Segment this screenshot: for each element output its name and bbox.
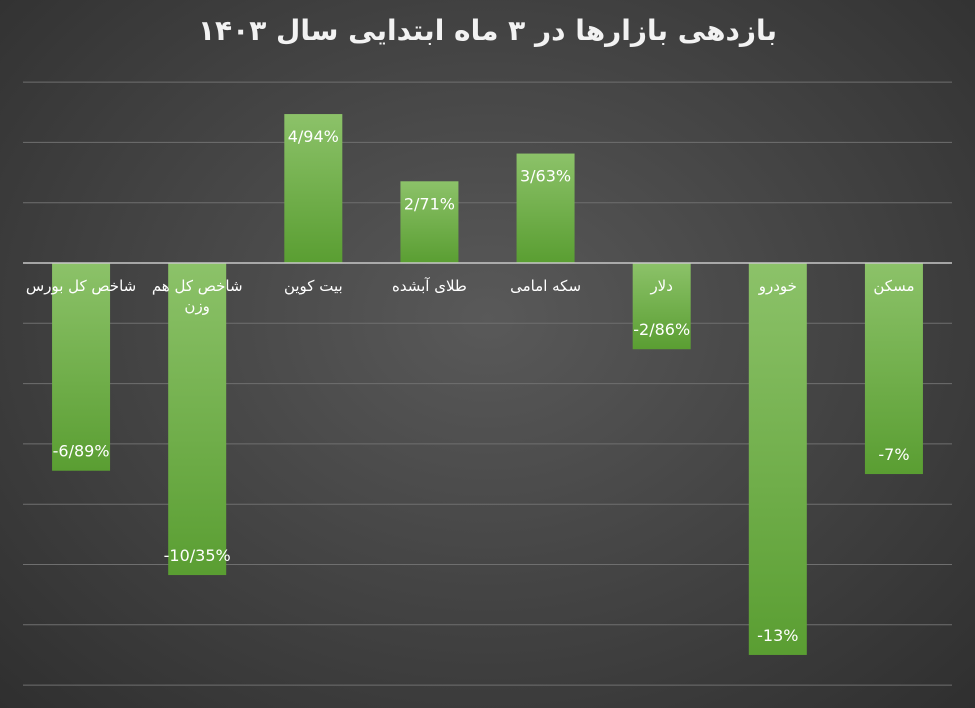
data-label: 2/71%: [404, 194, 455, 213]
category-label: طلای آبشده: [392, 277, 467, 295]
bar: [400, 181, 459, 263]
category-label: بیت کوین: [284, 277, 343, 295]
category-label: دلار: [649, 277, 672, 295]
bar: [52, 263, 111, 471]
category-label: مسکن: [873, 277, 914, 295]
data-label: -7%: [878, 445, 909, 464]
data-label: 3/63%: [520, 167, 571, 186]
bar: [748, 263, 807, 655]
data-label: -10/35%: [164, 546, 231, 565]
bar: [516, 153, 575, 263]
data-label: -13%: [757, 626, 798, 645]
bar: [632, 263, 691, 350]
category-label: خودرو: [758, 277, 797, 295]
category-label: شاخص کل بورس: [26, 277, 136, 295]
bar: [864, 263, 923, 475]
chart-title: بازدهی بازارها در ۳ ماه ابتدایی سال ۱۴۰۳: [197, 14, 778, 47]
data-label: 4/94%: [288, 127, 339, 146]
category-label: سکه امامی: [510, 277, 581, 295]
bar: [284, 114, 343, 264]
bar: [168, 263, 227, 576]
category-label: شاخص کل هم وزن: [152, 277, 243, 315]
data-label: -2/86%: [633, 320, 690, 339]
data-label: -6/89%: [53, 442, 110, 461]
